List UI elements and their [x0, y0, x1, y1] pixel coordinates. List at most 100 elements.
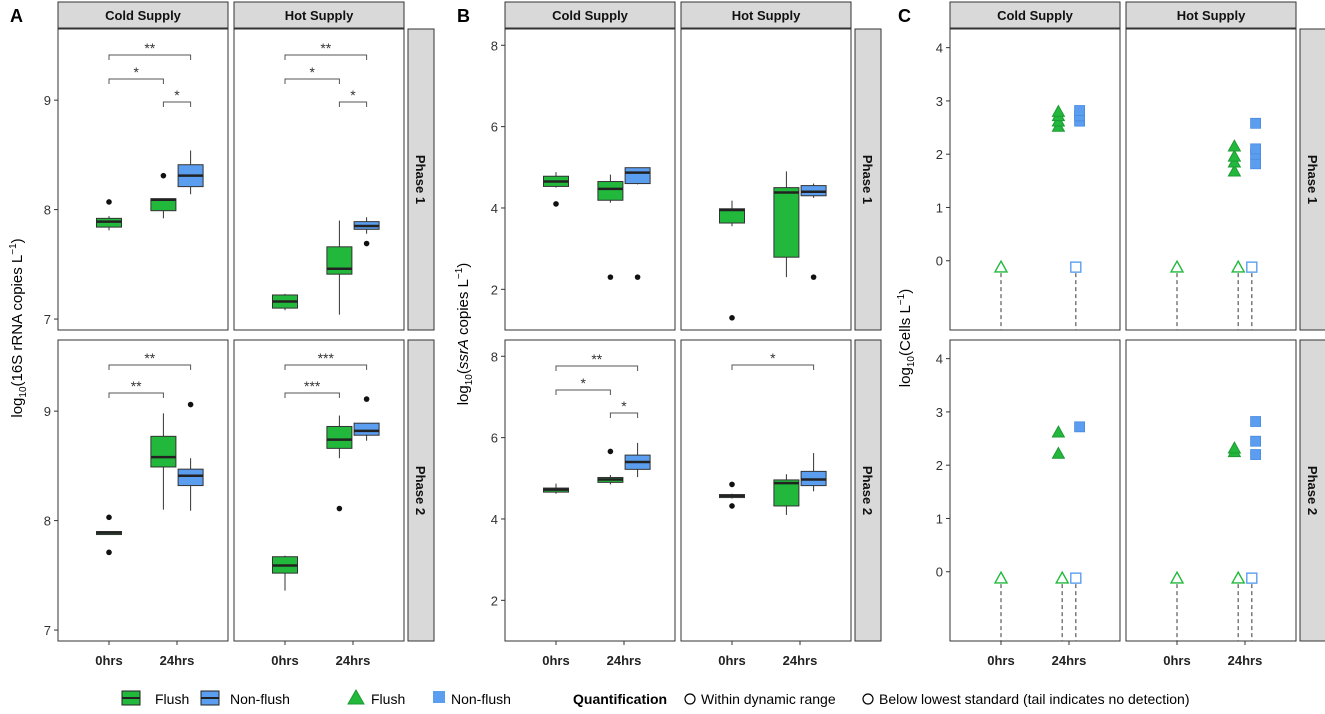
facet-frame [504, 339, 676, 642]
y-tick-label: 2 [936, 147, 943, 162]
significance-bracket [555, 389, 611, 395]
facet-frame [680, 28, 852, 331]
significance-bracket [284, 54, 368, 60]
facet-hot-supply-phase-2 [1125, 339, 1297, 642]
column-strip [680, 1, 852, 29]
panel-letter-b: B [457, 6, 470, 26]
significance-label: * [309, 64, 315, 80]
box-outlier [607, 274, 614, 280]
column-strip-label: Cold Supply [997, 8, 1074, 23]
x-tick-label: 24hrs [1052, 653, 1087, 668]
y-tick-label: 2 [491, 282, 498, 297]
y-tick-label: 8 [491, 38, 498, 53]
significance-label: * [621, 398, 627, 414]
x-tick-label: 24hrs [607, 653, 642, 668]
y-tick-label: 0 [936, 254, 943, 269]
y-tick-label: 6 [491, 431, 498, 446]
column-strip [233, 1, 405, 29]
facet-frame [680, 339, 852, 642]
row-strip-label: Phase 2 [413, 466, 428, 515]
box-outlier [106, 549, 112, 556]
x-tick-label: 0hrs [1163, 653, 1190, 668]
significance-bracket [108, 392, 164, 398]
y-tick-label: 8 [491, 349, 498, 364]
legend-point-nonflush-key [433, 691, 445, 703]
significance-label: *** [304, 378, 321, 394]
legend-box-flush-label: Flush [155, 691, 189, 707]
panel-a-chart: Cold Supply Hot Supply Phase 1 Phase 2 7 8 9 7 8… [44, 1, 435, 668]
box-iqr [773, 187, 800, 258]
significance-bracket [284, 392, 340, 398]
significance-bracket [108, 364, 192, 370]
y-tick-label: 6 [491, 120, 498, 135]
column-strip-label: Hot Supply [732, 8, 801, 23]
point-nonflush [1250, 158, 1261, 170]
box-outlier [607, 448, 614, 455]
y-tick-label: 7 [44, 623, 51, 638]
significance-bracket [338, 101, 368, 107]
significance-label: ** [131, 378, 142, 394]
x-tick-label: 0hrs [718, 653, 745, 668]
y-tick-label: 3 [936, 405, 943, 420]
box-outlier [160, 172, 167, 179]
point-nonflush [1250, 143, 1261, 155]
significance-bracket [555, 365, 639, 371]
y-axis-label-a: log10(16S rRNA copies L−1) [8, 238, 29, 417]
y-tick-label: 2 [491, 593, 498, 608]
box-outlier [729, 503, 735, 509]
point-nonflush [1250, 117, 1261, 129]
significance-bracket [108, 54, 192, 60]
legend-below-standard-key [862, 693, 874, 705]
box-iqr [177, 468, 204, 487]
box-outlier [729, 481, 735, 488]
box-iqr [326, 425, 353, 449]
y-tick-label: 9 [44, 404, 51, 419]
point-flush [1227, 441, 1242, 454]
y-tick-label: 0 [936, 565, 943, 580]
facet-cold-supply-phase-2 [949, 339, 1121, 642]
significance-bracket [284, 78, 340, 84]
box-iqr [326, 246, 353, 275]
box-outlier [810, 274, 817, 280]
point-flush-below-standard [993, 259, 1009, 273]
row-strip [1299, 339, 1325, 642]
legend-within-range-key [684, 693, 696, 705]
box-outlier [336, 505, 343, 512]
y-tick-label: 8 [44, 514, 51, 529]
box-outlier [187, 401, 194, 408]
significance-label: * [350, 87, 356, 103]
column-strip-label: Cold Supply [105, 8, 182, 23]
facet-hot-supply-phase-1: **** [233, 28, 405, 331]
significance-label: ** [144, 40, 155, 56]
facet-cold-supply-phase-1 [949, 28, 1121, 331]
box-iqr [624, 167, 651, 185]
y-tick-label: 4 [491, 201, 498, 216]
facet-frame [949, 28, 1121, 331]
y-tick-label: 8 [44, 203, 51, 218]
point-flush [1227, 149, 1242, 162]
point-flush-below-standard [1169, 259, 1185, 273]
panel-letter-a: A [10, 6, 23, 26]
point-nonflush-below-standard [1246, 261, 1258, 273]
y-tick-label: 4 [491, 512, 498, 527]
point-flush-below-standard [1231, 259, 1246, 273]
facet-frame [1125, 28, 1297, 331]
facet-hot-supply-phase-1 [680, 28, 852, 331]
legend-point-flush-key [347, 688, 365, 705]
point-nonflush [1250, 435, 1261, 447]
y-tick-label: 4 [936, 41, 943, 56]
box-iqr [353, 422, 380, 436]
legend-quantification-title: Quantification [573, 691, 667, 707]
legend-point-flush-label: Flush [371, 691, 405, 707]
significance-bracket [108, 78, 164, 84]
y-axis-label-b: log10(ssrA copies L−1) [454, 263, 475, 406]
point-flush-below-standard [1169, 570, 1185, 584]
row-strip [854, 339, 882, 642]
point-flush-below-standard [993, 570, 1009, 584]
column-strip [57, 1, 229, 29]
significance-label: ** [144, 350, 155, 366]
box-outlier [363, 240, 370, 247]
point-nonflush [1074, 105, 1085, 116]
significance-label: * [133, 64, 139, 80]
